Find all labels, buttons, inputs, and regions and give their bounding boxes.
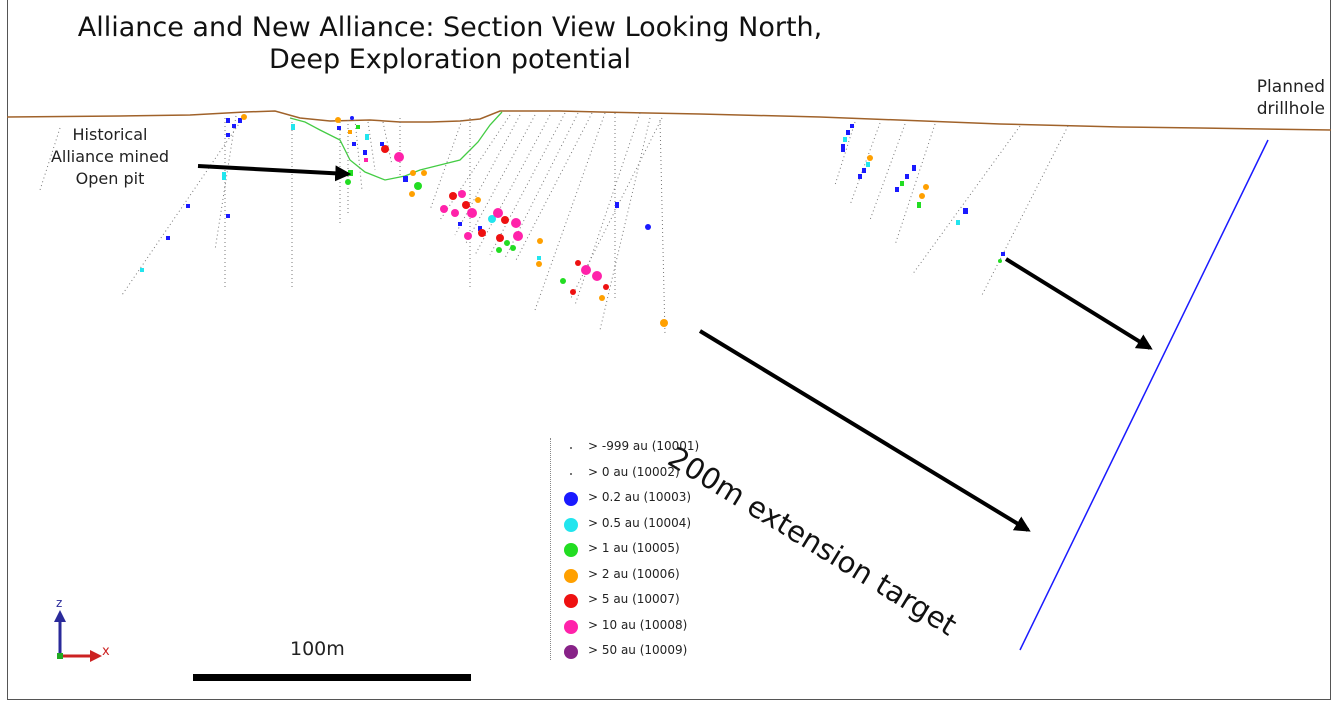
viewport-frame (7, 0, 1331, 700)
legend-circle-icon (564, 568, 578, 583)
legend-label: > 5 au (10007) (588, 592, 680, 606)
topography-line (6, 110, 1332, 131)
legend-label: > 0.5 au (10004) (588, 515, 692, 530)
legend-item: > 0.2 au (10003) (548, 487, 738, 513)
planned-arrow (1004, 257, 1153, 350)
legend-circle-icon (564, 645, 578, 659)
legend-circle-icon (564, 543, 578, 557)
legend-label: > 0.2 au (10003) (588, 490, 692, 504)
legend-label: > -999 au (10001) (588, 439, 700, 453)
legend-label: > 10 au (10008) (588, 617, 688, 632)
legend-item: > 5 au (10007) (548, 589, 738, 615)
legend-item: > -999 au (10001) (548, 436, 738, 462)
legend-rail (550, 438, 552, 660)
planned-drillhole (1019, 139, 1269, 651)
axis-x-label: x (102, 644, 110, 659)
planned-drillhole-label: Planned drillhole (1256, 77, 1325, 119)
legend-item: > 2 au (10006) (548, 564, 738, 590)
assay-markers (140, 114, 1005, 327)
section-title: Alliance and New Alliance: Section View … (77, 12, 823, 75)
legend-label: > 0 au (10002) (588, 464, 680, 479)
legend-item: > 10 au (10008) (548, 615, 738, 641)
historical-pit-label: Historical Alliance mined Open pit (50, 125, 170, 188)
legend-item: > 0 au (10002) (548, 462, 738, 488)
legend-label: > 50 au (10009) (588, 643, 688, 657)
legend-dot-icon (570, 447, 572, 449)
legend-label: > 1 au (10005) (588, 541, 680, 555)
legend-item: > 0.5 au (10004) (548, 513, 738, 539)
legend-circle-icon (564, 619, 578, 634)
legend-label: > 2 au (10006) (588, 566, 680, 581)
scale-bar (193, 674, 471, 681)
legend-dot-icon (570, 472, 572, 475)
scale-bar-label: 100m (290, 638, 345, 660)
pit-arrow (197, 164, 352, 182)
legend-item: > 50 au (10009) (548, 640, 738, 666)
axis-triad: z x (48, 596, 128, 666)
legend-circle-icon (564, 594, 578, 608)
axis-triad-icon (54, 610, 102, 662)
drill-holes (39, 112, 1069, 336)
axis-z-label: z (56, 596, 63, 610)
legend-circle-icon (564, 517, 578, 532)
grade-legend: > -999 au (10001) > 0 au (10002) > 0.2 au … (548, 436, 738, 666)
extension-arrow (698, 329, 1031, 532)
legend-item: > 1 au (10005) (548, 538, 738, 564)
legend-circle-icon (564, 492, 578, 506)
